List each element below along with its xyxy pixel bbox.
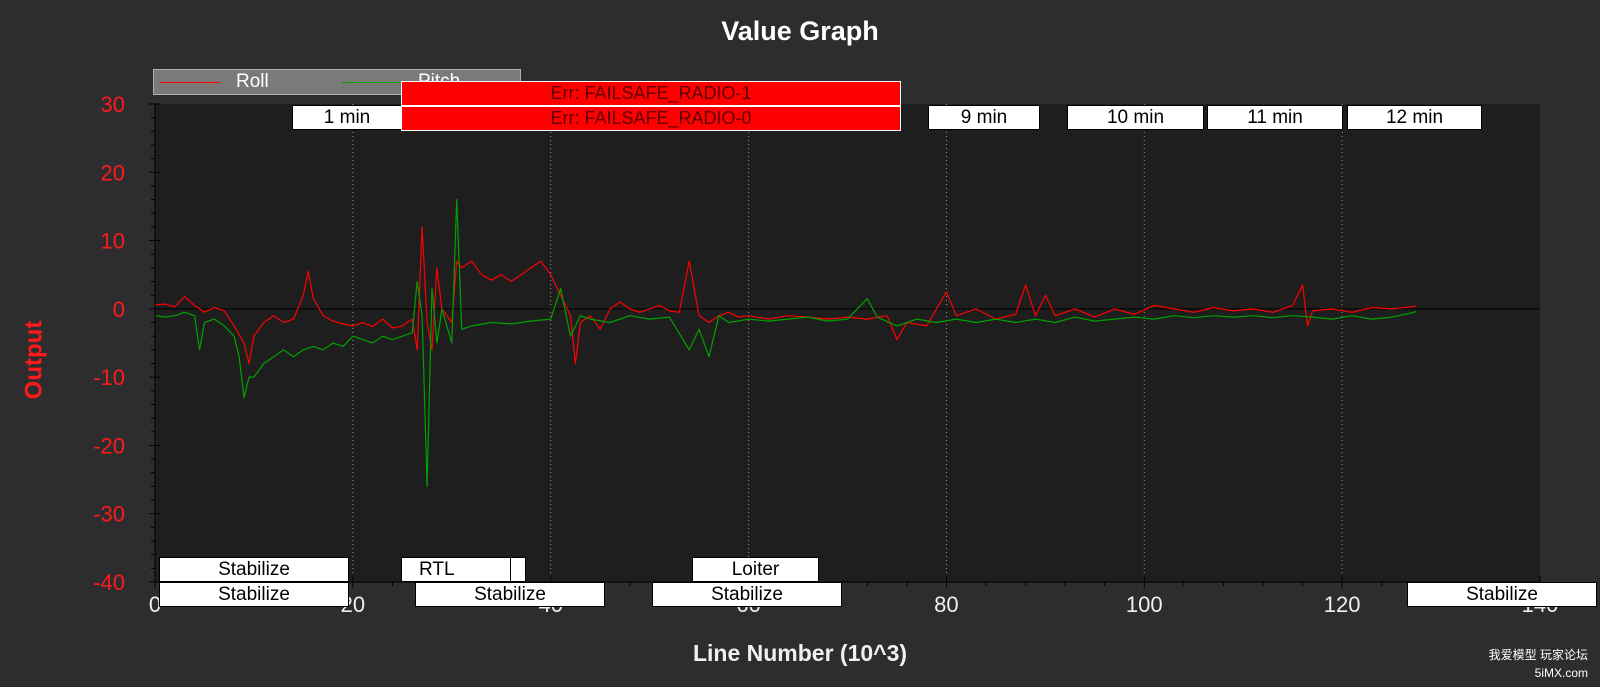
mode-label: Stabilize bbox=[159, 582, 349, 607]
y-tick-label: 0 bbox=[113, 297, 125, 322]
legend-label-roll: Roll bbox=[236, 71, 269, 92]
time-marker-11-min: 11 min bbox=[1207, 105, 1343, 130]
legend-swatch-pitch bbox=[342, 81, 402, 83]
mode-label: Loiter bbox=[692, 557, 819, 582]
x-tick-label: 120 bbox=[1324, 592, 1361, 617]
time-marker-1-min: 1 min bbox=[292, 105, 402, 130]
mode-label: Stabilize bbox=[415, 582, 605, 607]
y-axis-label: Output bbox=[20, 320, 48, 400]
time-marker-10-min: 10 min bbox=[1067, 105, 1204, 130]
mode-label: Stabilize bbox=[652, 582, 842, 607]
time-marker-9-min: 9 min bbox=[928, 105, 1040, 130]
series-line-roll bbox=[154, 226, 1417, 365]
y-tick-label: 20 bbox=[101, 160, 125, 185]
legend-entry-roll: Roll bbox=[160, 70, 269, 94]
y-tick-label: 30 bbox=[101, 92, 125, 117]
y-tick-label: -10 bbox=[93, 365, 125, 390]
x-tick-label: 0 bbox=[149, 592, 161, 617]
mode-label: RTL bbox=[401, 557, 511, 582]
plot-area bbox=[155, 104, 1540, 582]
error-annotation: Err: FAILSAFE_RADIO-0 bbox=[401, 106, 901, 131]
y-tick-label: -30 bbox=[93, 502, 125, 527]
error-annotation: Err: FAILSAFE_RADIO-1 bbox=[401, 81, 901, 106]
x-tick-label: 80 bbox=[934, 592, 958, 617]
x-axis-label: Line Number (10^3) bbox=[692, 640, 908, 666]
y-tick-label: 10 bbox=[101, 229, 125, 254]
watermark-line1: 我爱模型 玩家论坛 bbox=[1488, 648, 1588, 662]
y-tick-label: -40 bbox=[93, 570, 125, 595]
watermark-line2: 5iMX.com bbox=[1534, 666, 1588, 680]
series-line-pitch bbox=[154, 199, 1417, 487]
time-marker-12-min: 12 min bbox=[1347, 105, 1482, 130]
y-tick-label: -20 bbox=[93, 433, 125, 458]
chart-title: Value Graph bbox=[721, 16, 879, 46]
x-tick-label: 100 bbox=[1126, 592, 1163, 617]
watermark: 我爱模型 玩家论坛 5iMX.com bbox=[1489, 646, 1588, 682]
legend-swatch-roll bbox=[160, 81, 220, 83]
mode-label: Stabilize bbox=[1407, 582, 1597, 607]
mode-label: Stabilize bbox=[159, 557, 349, 582]
